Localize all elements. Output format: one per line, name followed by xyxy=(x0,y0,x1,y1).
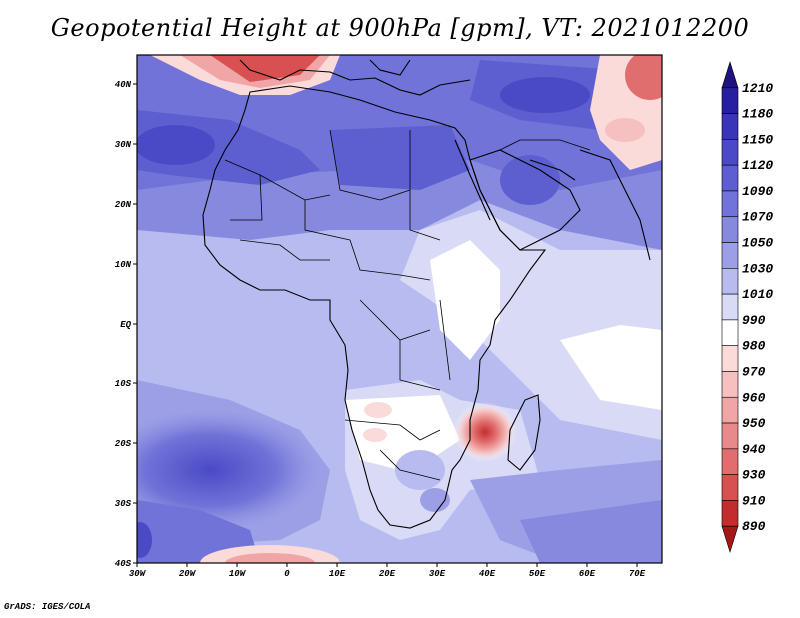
lon-label: 0 xyxy=(284,569,290,579)
lon-label: 30W xyxy=(129,569,147,579)
cyclone-low xyxy=(453,402,517,462)
lat-label: 40S xyxy=(115,559,132,569)
colorbar-label: 1210 xyxy=(742,81,773,96)
colorbar-swatch xyxy=(721,268,739,295)
lon-label: 60E xyxy=(579,569,596,579)
colorbar-swatch xyxy=(721,319,739,346)
lon-label: 70E xyxy=(629,569,646,579)
lon-label: 30E xyxy=(429,569,446,579)
colorbar-label: 990 xyxy=(742,313,766,328)
lon-label: 40E xyxy=(479,569,496,579)
colorbar-swatch xyxy=(721,345,739,372)
colorbar-swatch xyxy=(721,87,739,114)
colorbar-swatch xyxy=(721,242,739,269)
colorbar-label: 890 xyxy=(742,519,766,534)
lat-label: 20S xyxy=(115,439,132,449)
colorbar-label: 1030 xyxy=(742,261,773,276)
colorbar-label: 1070 xyxy=(742,210,773,225)
colorbar-swatch xyxy=(721,216,739,243)
colorbar-label: 950 xyxy=(742,416,766,431)
lat-label: 30N xyxy=(115,140,132,150)
colorbar-label: 1120 xyxy=(742,158,773,173)
colorbar-swatch xyxy=(721,525,739,554)
colorbar-label: 1050 xyxy=(742,236,773,251)
coastlines xyxy=(202,59,651,529)
colorbar-swatch xyxy=(721,396,739,424)
lat-label: 10N xyxy=(115,260,132,270)
lon-label: 50E xyxy=(529,569,546,579)
lon-label: 10E xyxy=(329,569,346,579)
colorbar-swatch xyxy=(721,60,739,89)
lat-label: 10S xyxy=(115,379,132,389)
colorbar-label: 980 xyxy=(742,339,766,354)
colorbar-label: 1180 xyxy=(742,107,773,122)
colorbar-swatch xyxy=(721,139,739,166)
lon-label: 20E xyxy=(379,569,396,579)
colorbar-swatch xyxy=(721,113,739,140)
lon-axis: 30W 20W 10W 0 10E 20E 30E 40E 50E 60E 70… xyxy=(129,563,646,579)
colorbar-label: 1150 xyxy=(742,132,773,147)
colorbar-swatch xyxy=(721,164,739,192)
lat-axis: 40N 30N 20N 10N EQ 10S 20S 30S 40S xyxy=(115,80,137,569)
lat-label: 30S xyxy=(115,499,132,509)
lon-label: 10W xyxy=(229,569,247,579)
colorbar-swatch xyxy=(721,474,739,501)
colorbar-label: 940 xyxy=(742,442,766,457)
lat-label: 20N xyxy=(115,200,132,210)
plot-frame xyxy=(136,54,663,564)
map-title: Geopotential Height at 900hPa [gpm], VT:… xyxy=(50,14,750,42)
colorbar-swatch xyxy=(721,190,739,218)
height-field xyxy=(137,55,662,563)
colorbar-label: 960 xyxy=(742,390,766,405)
country-borders xyxy=(224,129,591,481)
colorbar-swatch xyxy=(721,293,739,321)
colorbar-swatch xyxy=(721,448,739,475)
colorbar-label: 930 xyxy=(742,468,766,483)
colorbar-swatch xyxy=(721,422,739,450)
lat-label: EQ xyxy=(120,320,131,330)
footer-credit: GrADS: IGES/COLA xyxy=(4,602,91,612)
colorbar-label: 910 xyxy=(742,493,766,508)
colorbar-swatch xyxy=(721,371,739,398)
lon-label: 20W xyxy=(179,569,197,579)
colorbar-label: 1090 xyxy=(742,184,773,199)
colorbar-label: 1010 xyxy=(742,287,773,302)
colorbar: 1210 1180 1150 1120 1090 1070 1050 1030 1010 990 9… xyxy=(721,60,773,554)
colorbar-swatch xyxy=(721,500,739,527)
colorbar-label: 970 xyxy=(742,364,766,379)
lat-label: 40N xyxy=(115,80,132,90)
